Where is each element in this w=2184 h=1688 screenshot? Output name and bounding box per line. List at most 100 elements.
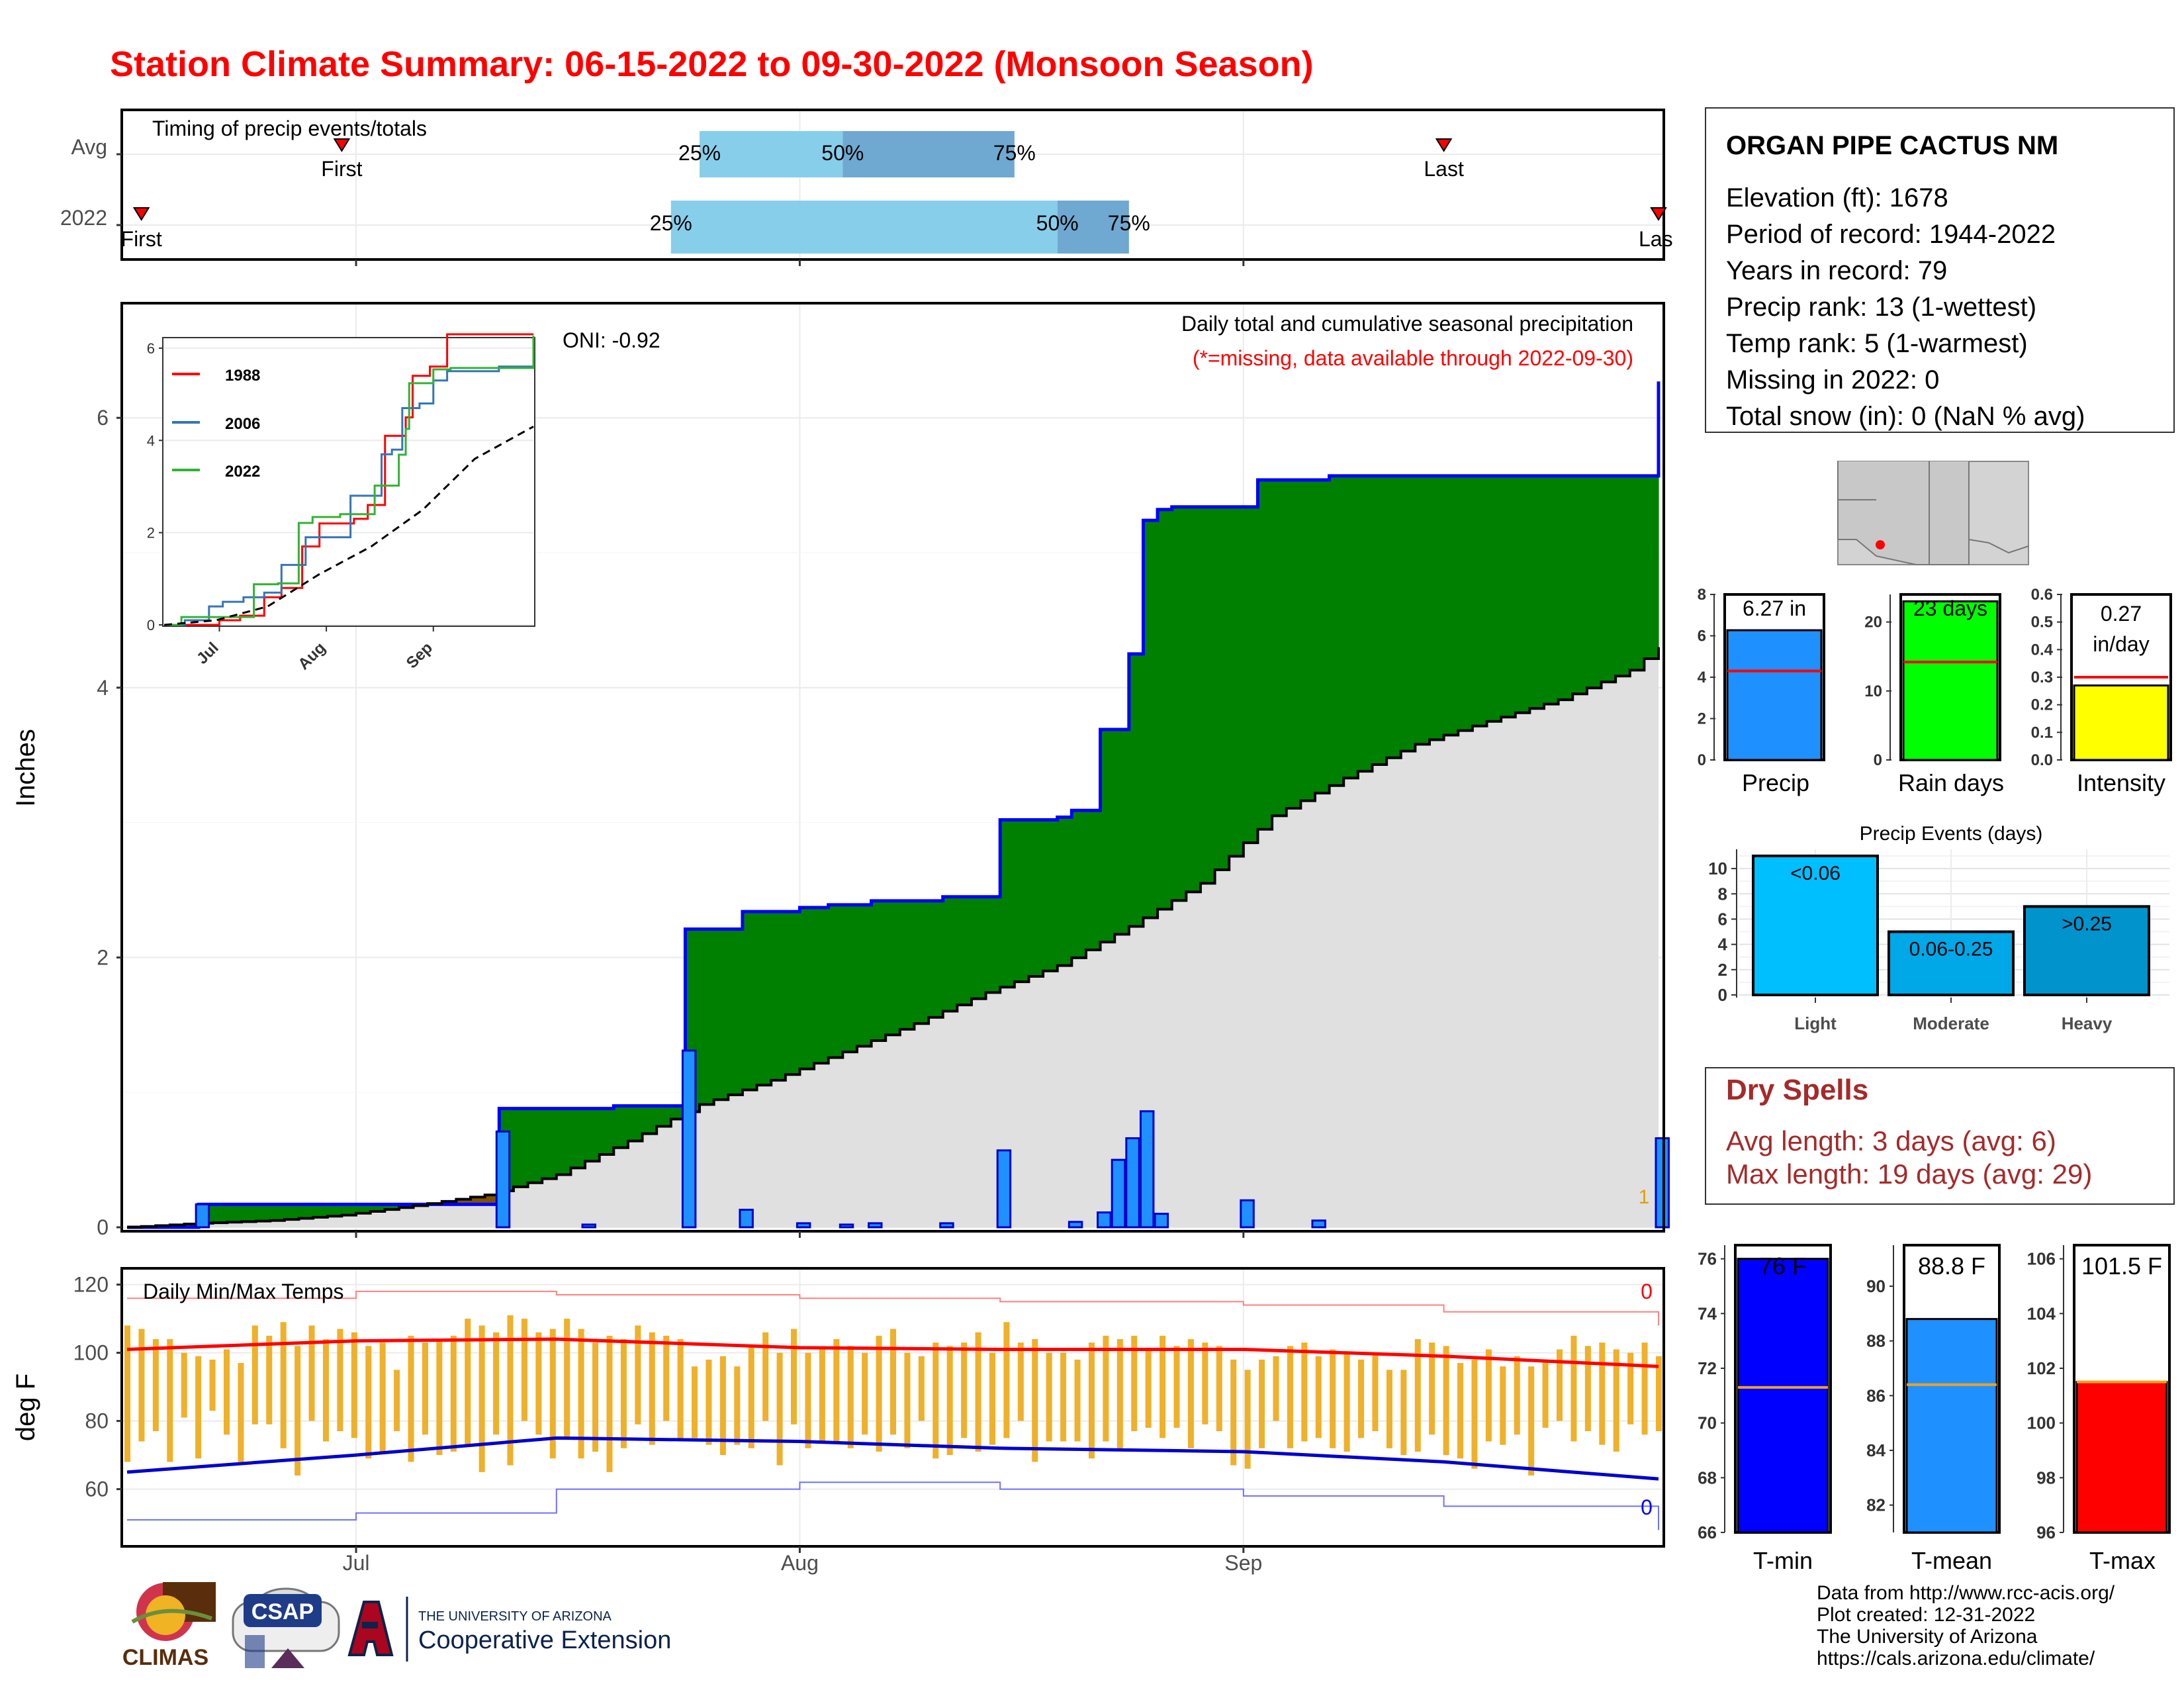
- inset-line-1988: [164, 333, 533, 626]
- daily-temp-bar: [620, 1339, 627, 1448]
- departure-segment: [1014, 820, 1030, 982]
- daily-temp-bar: [1187, 1339, 1194, 1448]
- daily-temp-bar: [195, 1356, 202, 1459]
- ua-line2: Cooperative Extension: [418, 1626, 671, 1654]
- record-min-line: [127, 1481, 1659, 1530]
- daily-temp-bars: [124, 1315, 1662, 1476]
- departure-segment: [1257, 479, 1273, 829]
- daily-precip-bar: [1655, 1137, 1670, 1229]
- summary-tmean-y-tick-label: 90: [1866, 1276, 1886, 1296]
- summary-tmean-y-tick-label: 84: [1866, 1440, 1886, 1460]
- daily-temp-bar: [819, 1349, 825, 1442]
- daily-temp-bar: [1330, 1349, 1336, 1448]
- temp-x-tick-label: Jul: [343, 1551, 370, 1575]
- daily-temp-bar: [1627, 1352, 1634, 1425]
- daily-temp-bar: [762, 1332, 769, 1421]
- credit-plot-created: Plot created: 12-31-2022: [1817, 1604, 2036, 1626]
- departure-segment: [799, 908, 815, 1069]
- university-of-arizona-logo: THE UNIVERSITY OF ARIZONA Cooperative Ex…: [347, 1597, 671, 1662]
- summary-tmin-y-tick-label: 76: [1698, 1249, 1717, 1269]
- departure-segment: [1214, 506, 1230, 870]
- summary-intensity-y-tick-label: 0.1: [2031, 724, 2053, 741]
- temp-panel: 60 80 100 120 Jul Aug Sep Daily Min/Max Temps…: [11, 1267, 1665, 1575]
- credit-url: https://cals.arizona.edu/climate/: [1817, 1648, 2095, 1669]
- daily-temp-bar: [791, 1329, 797, 1425]
- avg-max-line: [126, 1337, 1659, 1368]
- daily-temp-bar: [635, 1325, 641, 1425]
- daily-temp-bar: [876, 1335, 882, 1452]
- departure-segment: [570, 1108, 586, 1168]
- departure-segment: [556, 1108, 572, 1175]
- daily-precip-bar: [1068, 1221, 1083, 1229]
- daily-temp-bar: [322, 1339, 329, 1442]
- precip-events-y-tick-label: 6: [1718, 909, 1727, 929]
- daily-temp-bar: [1230, 1359, 1237, 1466]
- station-period: Period of record: 1944-2022: [1726, 220, 2056, 249]
- timing-2022-p25-label: 25%: [650, 211, 692, 235]
- departure-segment: [242, 1204, 257, 1222]
- dry-spells-max: Max length: 19 days (avg: 29): [1726, 1158, 2093, 1190]
- departure-segment: [856, 904, 872, 1047]
- departure-segment: [742, 912, 758, 1090]
- summary-precip-y-tick-label: 8: [1698, 586, 1706, 604]
- daily-temp-bar: [138, 1329, 145, 1442]
- daily-temp-bar: [961, 1342, 968, 1438]
- summary-label-tmean: T-mean: [1911, 1547, 1992, 1574]
- summary-intensity-unit: in/day: [2093, 632, 2149, 656]
- departure-segment: [327, 1204, 342, 1217]
- departure-segment: [1243, 506, 1259, 843]
- timing-2022-p75-label: 75%: [1108, 211, 1150, 235]
- station-name: ORGAN PIPE CACTUS NM: [1726, 131, 2059, 160]
- summary-precip-value: 6.27 in: [1743, 596, 1806, 620]
- departure-segment: [341, 1204, 357, 1215]
- daily-temp-bar: [705, 1359, 712, 1445]
- climas-logo-text: CLIMAS: [122, 1645, 208, 1670]
- summary-tmin-y-tick-label: 72: [1698, 1358, 1717, 1378]
- departure-segment: [1515, 475, 1530, 713]
- inset-frame: [162, 337, 535, 627]
- location-map: [1837, 461, 2029, 565]
- departure-segment: [385, 1204, 400, 1210]
- temp-min-count: 0: [1641, 1495, 1653, 1519]
- precip-events-bar: [1752, 855, 1879, 996]
- departure-segment: [1615, 475, 1631, 677]
- inset-legend: 1988 2006 2022: [172, 367, 260, 481]
- cumulative-avg-step: [127, 647, 1660, 1229]
- precip-events-y-tick-label: 10: [1708, 859, 1727, 878]
- summary-label-tmax: T-max: [2089, 1547, 2156, 1574]
- daily-temp-bar: [1613, 1349, 1619, 1452]
- daily-temp-bar: [578, 1329, 584, 1459]
- temp-frame: [120, 1267, 1665, 1548]
- dry-spells-box: Dry Spells Avg length: 3 days (avg: 6) M…: [1705, 1067, 2175, 1205]
- credit-university: The University of Arizona: [1817, 1626, 2038, 1648]
- summary-label-precip: Precip: [1742, 769, 1809, 796]
- temp-y-tick-label: 100: [73, 1341, 109, 1365]
- timing-2022-last-marker: [1650, 207, 1667, 221]
- daily-temp-bar: [308, 1325, 315, 1421]
- daily-temp-bar: [1287, 1346, 1293, 1448]
- summary-intensity-y-tick-label: 0.3: [2031, 669, 2053, 686]
- summary-precip-y-tick-label: 6: [1698, 628, 1706, 645]
- timing-avg-bar-50-75: [842, 131, 1015, 177]
- daily-temp-bar: [549, 1329, 556, 1459]
- station-years: Years in record: 79: [1726, 256, 1948, 285]
- daily-temp-bar: [904, 1352, 911, 1448]
- departure-segment: [1000, 820, 1015, 988]
- daily-temp-bar: [1259, 1359, 1265, 1448]
- summary-intensity-y-tick-label: 0.0: [2031, 751, 2053, 769]
- daily-temp-bar: [734, 1366, 741, 1445]
- departure-segment: [1100, 729, 1115, 943]
- inset-y-tick-label: 2: [147, 525, 155, 541]
- timing-avg-first-marker: [333, 138, 351, 152]
- departure-segment: [713, 929, 729, 1100]
- daily-temp-bar: [223, 1349, 230, 1435]
- departure-segment: [785, 912, 801, 1075]
- precip-events-category: Light: [1794, 1013, 1837, 1033]
- departure-segment: [1329, 475, 1344, 786]
- summary-tmean-y-tick-label: 82: [1866, 1495, 1886, 1515]
- departure-segment: [957, 896, 972, 1006]
- departure-segment: [814, 908, 829, 1064]
- daily-temp-bar: [564, 1319, 570, 1438]
- daily-temp-bar: [1514, 1356, 1520, 1435]
